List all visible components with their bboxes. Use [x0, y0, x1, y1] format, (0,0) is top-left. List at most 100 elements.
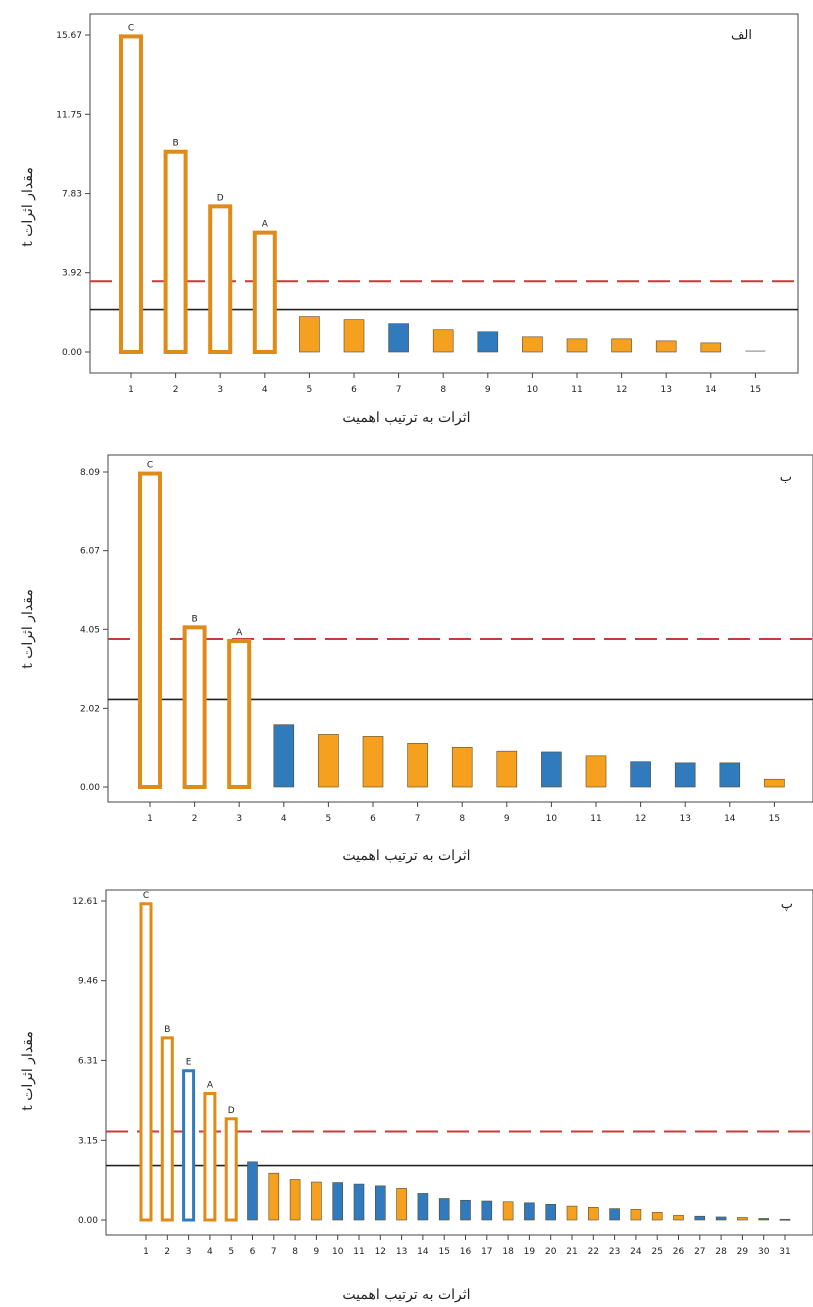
x-tick-label: 21 — [566, 1247, 577, 1257]
x-tick-label: 9 — [314, 1247, 320, 1257]
bar — [758, 1218, 770, 1221]
bar — [119, 34, 143, 355]
x-tick-label: 17 — [481, 1247, 492, 1257]
x-tick-label: 8 — [459, 814, 465, 824]
bar — [388, 323, 409, 353]
bar — [737, 1217, 748, 1221]
x-tick-label: 1 — [143, 1247, 149, 1257]
bar — [585, 755, 607, 788]
bar — [673, 1215, 684, 1221]
x-tick-label: 12 — [375, 1247, 386, 1257]
bar — [655, 340, 677, 353]
y-axis-label: مقدار اثرات t — [20, 1031, 36, 1111]
x-tick-label: 15 — [769, 814, 780, 824]
bar — [247, 1161, 258, 1221]
bar — [451, 746, 473, 788]
x-tick-label: 20 — [545, 1247, 557, 1257]
bar — [227, 638, 252, 789]
x-axis-label: اثرات به ترتیب اهمیت — [342, 410, 471, 426]
chart-layer: 0.00 3.92 7.83 11.75 15.67 C 1 B 2 D 3 A 4 5 6 7 8 9 10 11 1… — [56, 13, 799, 395]
panel-tag-alef: الف — [730, 28, 752, 43]
bar — [745, 350, 766, 352]
x-tick-label: 15 — [750, 385, 761, 395]
x-tick-label: 8 — [292, 1247, 298, 1257]
y-tick-label: 0.00 — [62, 348, 82, 358]
x-tick-label: 1 — [128, 385, 134, 395]
chart-panel-be: 0.00 2.02 4.05 6.07 8.09 C 1 B 2 A 3 4 5 6 7 8 9 10 11 12 13… — [0, 440, 813, 870]
bar — [289, 1179, 301, 1221]
x-tick-label: 2 — [192, 814, 198, 824]
x-tick-label: 2 — [173, 385, 179, 395]
bar — [163, 149, 188, 354]
bar — [715, 1216, 727, 1221]
x-tick-label: 28 — [715, 1247, 727, 1257]
bar — [764, 778, 785, 788]
bar — [362, 736, 384, 788]
x-tick-label: 18 — [502, 1247, 514, 1257]
chart-panel-pe: 0.00 3.15 6.31 9.46 12.61 C 1 B 2 E 3 A 4 D 5 6 7 8 9 10 11 1… — [0, 870, 813, 1307]
x-tick-label: 7 — [396, 385, 402, 395]
x-tick-label: 23 — [609, 1247, 620, 1257]
plot-frame — [89, 13, 799, 374]
bar — [353, 1183, 365, 1221]
bar — [566, 338, 588, 353]
y-tick-label: 0.00 — [80, 783, 100, 793]
y-tick-label: 7.83 — [62, 190, 82, 200]
y-tick-label: 8.09 — [80, 468, 100, 478]
x-tick-label: 6 — [370, 814, 376, 824]
bar-data-label: C — [143, 891, 149, 901]
x-tick-label: 30 — [758, 1247, 770, 1257]
bar — [343, 319, 365, 353]
bar-data-label: B — [173, 139, 179, 149]
x-axis-label: اثرات به ترتیب اهمیت — [342, 1287, 471, 1303]
x-tick-label: 25 — [651, 1247, 662, 1257]
x-tick-label: 22 — [588, 1247, 599, 1257]
bar — [674, 762, 696, 788]
x-tick-label: 13 — [679, 814, 690, 824]
x-tick-label: 12 — [635, 814, 646, 824]
bar — [208, 204, 233, 354]
x-tick-label: 6 — [351, 385, 357, 395]
bar-data-label: A — [236, 628, 243, 638]
bar — [160, 1036, 174, 1222]
x-tick-label: 2 — [164, 1247, 170, 1257]
bar — [779, 1218, 791, 1221]
bar-data-label: B — [164, 1025, 170, 1035]
bar-data-label: D — [217, 193, 224, 203]
plot-frame — [107, 454, 813, 803]
bar — [396, 1188, 407, 1221]
bar — [609, 1208, 620, 1221]
bar — [203, 1092, 217, 1222]
y-tick-label: 12.61 — [72, 897, 98, 907]
y-tick-label: 15.67 — [56, 31, 82, 41]
bar — [460, 1199, 471, 1221]
bar-data-label: C — [128, 23, 134, 33]
bar — [630, 1209, 642, 1221]
x-tick-label: 6 — [250, 1247, 256, 1257]
y-tick-label: 6.07 — [80, 547, 100, 557]
x-tick-label: 11 — [353, 1247, 364, 1257]
y-tick-label: 0.00 — [78, 1216, 98, 1226]
bar-data-label: A — [207, 1081, 214, 1091]
x-tick-label: 19 — [524, 1247, 536, 1257]
bar — [522, 336, 543, 353]
bar — [481, 1200, 493, 1221]
x-tick-label: 16 — [460, 1247, 472, 1257]
bar — [138, 471, 162, 789]
y-tick-label: 9.46 — [78, 977, 98, 987]
bar — [566, 1205, 578, 1221]
bar — [407, 743, 428, 788]
bar — [719, 762, 741, 788]
x-tick-label: 11 — [571, 385, 582, 395]
bar — [311, 1181, 322, 1221]
bar-data-label: A — [262, 220, 269, 230]
x-tick-label: 10 — [546, 814, 558, 824]
x-tick-label: 13 — [396, 1247, 407, 1257]
bar-data-label: B — [192, 614, 198, 624]
bar — [299, 316, 320, 353]
bar — [502, 1201, 514, 1221]
x-tick-label: 10 — [332, 1247, 344, 1257]
x-tick-label: 26 — [673, 1247, 685, 1257]
x-tick-label: 9 — [485, 385, 491, 395]
x-tick-label: 9 — [504, 814, 510, 824]
